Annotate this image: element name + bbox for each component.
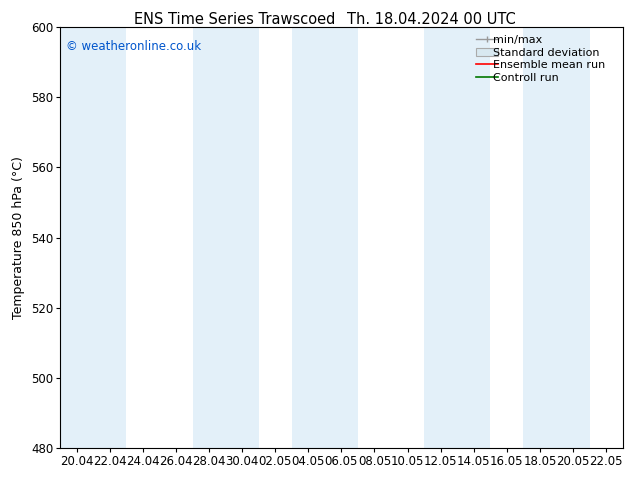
Bar <box>193 27 259 448</box>
Bar <box>523 27 590 448</box>
Text: Th. 18.04.2024 00 UTC: Th. 18.04.2024 00 UTC <box>347 12 515 27</box>
Bar <box>292 27 358 448</box>
Bar <box>424 27 490 448</box>
Y-axis label: Temperature 850 hPa (°C): Temperature 850 hPa (°C) <box>13 156 25 319</box>
Bar <box>60 27 126 448</box>
Text: © weatheronline.co.uk: © weatheronline.co.uk <box>66 40 201 52</box>
Text: ENS Time Series Trawscoed: ENS Time Series Trawscoed <box>134 12 335 27</box>
Legend: min/max, Standard deviation, Ensemble mean run, Controll run: min/max, Standard deviation, Ensemble me… <box>474 32 617 85</box>
